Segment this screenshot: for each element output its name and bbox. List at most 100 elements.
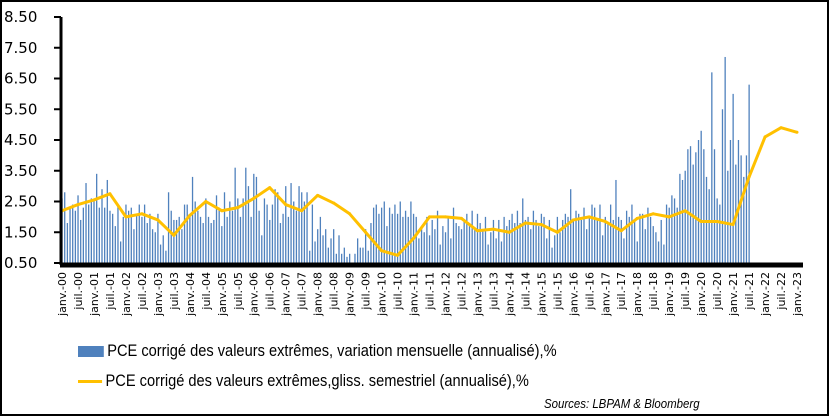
- bar: [138, 204, 140, 263]
- bar: [175, 219, 178, 263]
- bar: [570, 189, 572, 263]
- bar: [64, 192, 66, 263]
- bar: [436, 210, 439, 263]
- bar: [575, 210, 577, 263]
- bar: [482, 229, 484, 263]
- bar: [663, 244, 665, 263]
- bar: [104, 207, 106, 263]
- bar: [170, 210, 172, 263]
- bar: [402, 216, 404, 264]
- x-tick-label: juil.-03: [168, 272, 181, 311]
- bar: [149, 213, 151, 263]
- bar: [295, 210, 298, 263]
- bar: [399, 201, 401, 263]
- bar: [673, 198, 676, 263]
- bar: [535, 219, 537, 263]
- bar: [476, 213, 479, 263]
- bar: [159, 244, 162, 263]
- x-tick-label: juil.-18: [647, 272, 660, 311]
- bar: [455, 223, 457, 263]
- x-tick-label: juil.-09: [360, 272, 373, 311]
- bar: [165, 250, 167, 263]
- bar: [679, 173, 681, 263]
- line-point: [284, 203, 288, 207]
- line-point: [236, 206, 240, 210]
- bar: [372, 207, 375, 263]
- bar: [471, 210, 473, 263]
- bar: [562, 219, 564, 263]
- bar: [327, 247, 329, 264]
- line-point: [795, 130, 799, 134]
- bar: [130, 207, 132, 263]
- bar: [647, 207, 649, 263]
- bar: [383, 201, 385, 263]
- bar: [583, 207, 585, 263]
- bar: [274, 189, 276, 263]
- bar: [197, 210, 199, 263]
- bar: [106, 179, 108, 263]
- bar: [354, 253, 356, 263]
- x-tick-label: janv.-00: [56, 272, 69, 317]
- bar: [612, 219, 614, 263]
- x-tick-label: janv.-19: [663, 272, 676, 317]
- x-tick-label: juil.-04: [200, 272, 213, 311]
- x-tick-label: juil.-12: [455, 272, 468, 311]
- bar: [439, 244, 441, 263]
- bar: [109, 210, 111, 263]
- bar: [452, 207, 455, 263]
- bar: [311, 204, 314, 263]
- line-point: [715, 219, 719, 223]
- bar: [543, 216, 545, 264]
- bar: [594, 207, 596, 263]
- x-tick-label: janv.-18: [631, 272, 644, 317]
- bar: [695, 152, 697, 263]
- x-tick-label: janv.-07: [280, 272, 293, 317]
- x-tick-label: juil.-02: [136, 272, 149, 311]
- bar: [309, 250, 311, 263]
- line-point: [140, 212, 144, 216]
- bar: [689, 146, 692, 263]
- line-point: [507, 230, 511, 234]
- bar: [434, 229, 436, 263]
- legend-label-line: PCE corrigé des valeurs extrêmes,gliss. …: [105, 371, 529, 390]
- x-tick-label: janv.-15: [535, 272, 548, 317]
- x-tick-label: juil.-14: [519, 272, 532, 311]
- bar: [530, 229, 532, 263]
- bar: [546, 238, 548, 263]
- bar: [133, 229, 135, 263]
- bar: [287, 216, 290, 264]
- line-point: [651, 212, 655, 216]
- bar: [492, 219, 495, 263]
- bar: [729, 140, 732, 263]
- bar: [636, 241, 638, 263]
- y-tick-label: 4.50: [4, 131, 37, 149]
- bar: [458, 226, 460, 263]
- x-tick-label: janv.-21: [727, 272, 740, 317]
- bar: [609, 204, 612, 263]
- x-tick-label: juil.-05: [232, 272, 245, 311]
- bar: [519, 223, 521, 263]
- bar: [567, 216, 569, 264]
- line-point: [731, 223, 735, 227]
- bar: [633, 219, 636, 263]
- bar: [716, 198, 718, 263]
- bar: [237, 198, 239, 263]
- x-tick-label: juil.-16: [583, 272, 596, 311]
- bar: [290, 183, 292, 263]
- bar: [628, 216, 630, 264]
- bar: [181, 229, 183, 263]
- bar: [556, 216, 559, 264]
- source-note: Sources: LBPAM & Bloomberg: [544, 396, 700, 411]
- bar: [484, 216, 487, 264]
- bar: [620, 219, 622, 263]
- bar: [213, 219, 215, 263]
- bar: [317, 229, 319, 263]
- line-point: [108, 192, 112, 196]
- bar: [303, 201, 306, 263]
- line-point: [587, 215, 591, 219]
- legend-label-bar: PCE corrigé des valeurs extrêmes, variat…: [107, 341, 557, 360]
- bar: [341, 253, 343, 263]
- bar: [615, 179, 617, 263]
- bar: [282, 213, 284, 263]
- line-point: [763, 135, 767, 139]
